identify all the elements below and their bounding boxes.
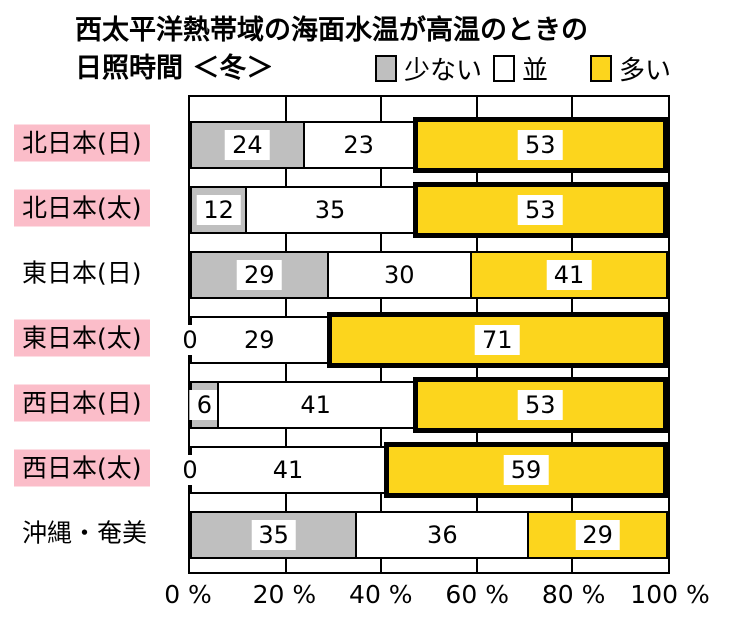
value-label: 71 — [475, 325, 520, 355]
axis-tick-label: 80 % — [541, 580, 606, 609]
bar-row: 24 23 53 — [190, 117, 668, 173]
axis-tick-label: 60 % — [445, 580, 509, 609]
value-label: 12 — [196, 195, 241, 225]
x-axis: 0 % 20 % 40 % 60 % 80 % 100 % — [164, 580, 710, 614]
category-label: 北日本(日) — [14, 124, 150, 162]
legend-item-many: 多い — [590, 53, 671, 86]
value-label: 23 — [336, 130, 381, 160]
plot-area: 24 23 53 12 35 53 29 30 41 29 71 0 6 41 53 41 59 0 35 36 29 — [178, 95, 670, 574]
value-label: 59 — [503, 455, 549, 485]
bar-segment-normal: 41 — [216, 381, 415, 429]
axis-tick-label: 100 % — [630, 580, 710, 609]
category-label: 東日本(日) — [22, 258, 142, 288]
legend-swatch-normal — [493, 54, 515, 82]
category-label: 西日本(日) — [14, 384, 150, 422]
value-label: 41 — [265, 455, 311, 485]
bar-segment-few: 12 — [190, 186, 248, 234]
zero-value-label: 0 — [178, 325, 202, 355]
category-label: 沖縄・奄美 — [22, 518, 148, 548]
bar-segment-normal: 35 — [245, 186, 415, 234]
bar-segment-many: 53 — [412, 377, 668, 433]
category-label: 北日本(太) — [14, 189, 150, 227]
bar-segment-normal: 36 — [355, 511, 530, 559]
bar-row: 12 35 53 — [190, 182, 668, 238]
legend-item-normal: 並 — [493, 53, 548, 86]
bar-segment-few: 24 — [190, 121, 305, 169]
bar-row: 35 36 29 — [190, 511, 668, 559]
legend-item-few: 少ない — [375, 53, 482, 86]
bar-row: 29 30 41 — [190, 251, 668, 299]
bar-segment-normal: 23 — [302, 121, 415, 169]
value-label: 30 — [377, 260, 422, 290]
legend-label-few: 少ない — [404, 55, 483, 86]
bar-row: 41 59 0 — [178, 442, 668, 498]
chart-title-line1: 西太平洋熱帯域の海面水温が高温のときの — [75, 15, 588, 46]
axis-tick-label: 0 % — [164, 580, 212, 609]
chart-title: 西太平洋熱帯域の海面水温が高温のときの 日照時間 ＜冬＞ — [75, 12, 588, 88]
bar-segment-many: 53 — [412, 182, 668, 238]
legend-label-normal: 並 — [522, 55, 549, 86]
bar-segment-many: 59 — [383, 442, 668, 498]
legend-label-many: 多い — [619, 55, 672, 86]
value-label: 29 — [237, 325, 282, 355]
value-label: 6 — [189, 390, 219, 420]
bar-row: 29 71 0 — [178, 312, 668, 368]
bar-segment-normal: 29 — [190, 316, 329, 364]
bar-segment-normal: 41 — [190, 446, 386, 494]
bar-segment-many: 71 — [326, 312, 668, 368]
bar-segment-few: 29 — [190, 251, 329, 299]
value-label: 53 — [518, 195, 563, 225]
value-label: 53 — [518, 130, 563, 160]
bar-segment-many: 53 — [412, 117, 668, 173]
bar-segment-few: 6 — [189, 381, 219, 429]
category-label: 西日本(太) — [14, 449, 150, 487]
legend-swatch-few — [375, 54, 397, 82]
bar-segment-many: 29 — [527, 511, 668, 559]
value-label: 35 — [251, 520, 296, 550]
value-label: 41 — [546, 260, 592, 290]
value-label: 36 — [420, 520, 465, 550]
value-label: 24 — [225, 130, 270, 160]
bar-segment-normal: 30 — [326, 251, 472, 299]
chart-title-line2: 日照時間 ＜冬＞ — [75, 53, 274, 84]
legend-swatch-many — [590, 54, 612, 82]
category-label: 東日本(太) — [14, 319, 150, 357]
value-label: 53 — [518, 390, 563, 420]
value-label: 41 — [293, 390, 338, 420]
zero-value-label: 0 — [178, 455, 202, 485]
value-label: 29 — [237, 260, 282, 290]
value-label: 35 — [307, 195, 353, 225]
axis-tick-label: 20 % — [252, 580, 317, 609]
value-label: 29 — [575, 520, 620, 550]
bar-row: 6 41 53 — [189, 377, 668, 433]
bar-segment-few: 35 — [190, 511, 358, 559]
axis-tick-label: 40 % — [349, 580, 413, 609]
bar-segment-many: 41 — [470, 251, 668, 299]
